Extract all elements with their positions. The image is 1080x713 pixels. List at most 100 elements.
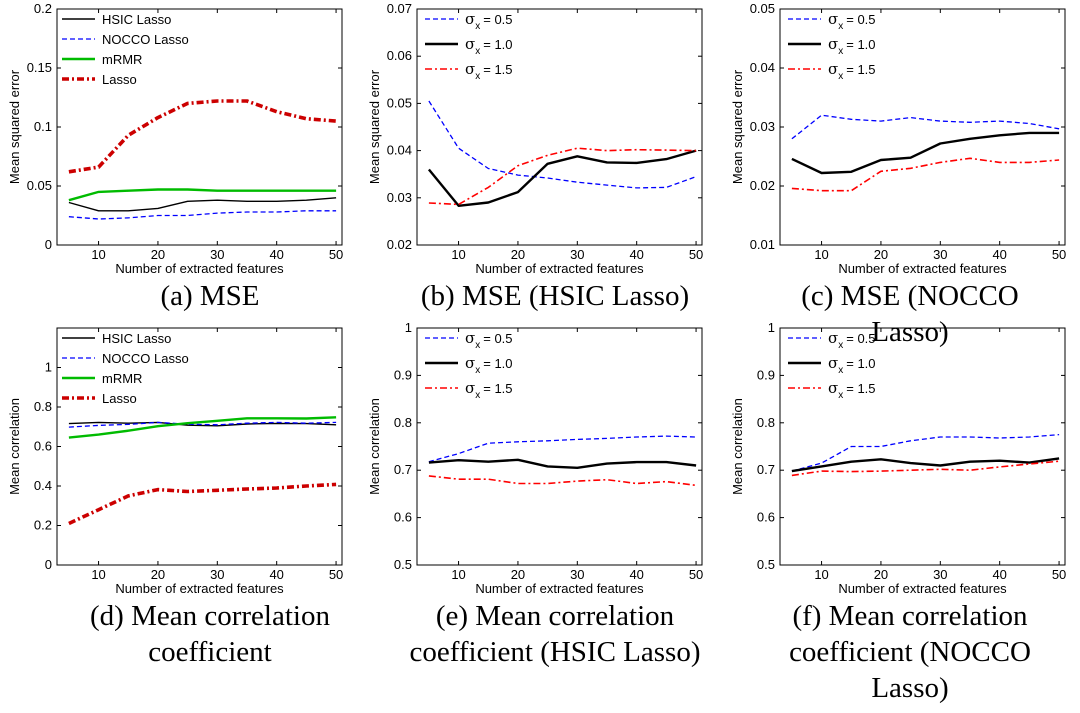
y-tick-label: 0.2 <box>34 518 52 533</box>
series-line-2 <box>68 421 337 428</box>
series-line-2 <box>791 131 1060 175</box>
y-tick-label: 0.07 <box>387 1 412 16</box>
x-tick-label: 50 <box>689 247 703 262</box>
x-axis-label: Number of extracted features <box>115 261 284 276</box>
legend-label: σx = 1.0 <box>828 354 876 376</box>
x-tick-label: 20 <box>874 247 888 262</box>
y-tick-label: 0.6 <box>757 510 775 525</box>
x-tick-label: 50 <box>689 567 703 582</box>
x-axis-label: Number of extracted features <box>115 581 284 596</box>
y-tick-label: 0.04 <box>750 60 775 75</box>
y-tick-label: 0.7 <box>394 462 412 477</box>
caption-f: (f) Mean correlation coefficient (NOCCO … <box>789 600 1031 704</box>
legend: σx = 0.5 σx = 1.0 σx = 1.5 <box>788 329 876 401</box>
legend: σx = 0.5 σx = 1.0 σx = 1.5 <box>425 329 513 401</box>
axes-box <box>779 327 1066 566</box>
legend-label: σx = 1.5 <box>465 60 513 82</box>
legend: HSIC Lasso NOCCO Lasso mRMR Lasso <box>62 331 189 406</box>
series-line-1 <box>428 100 697 189</box>
series-line-3 <box>68 416 337 439</box>
y-tick-label: 0.8 <box>394 415 412 430</box>
legend-label: σx = 1.5 <box>828 379 876 401</box>
series-line-1 <box>68 197 337 212</box>
x-tick-label: 30 <box>210 567 224 582</box>
y-tick-label: 1 <box>768 320 775 335</box>
y-axis-label: Mean squared error <box>367 69 382 184</box>
chart-panel-a: 10 20 30 40 50 0 0.05 0.1 0.15 0.2 Number of extra… <box>7 1 343 276</box>
y-tick-label: 0.06 <box>387 48 412 63</box>
series-line-4 <box>68 99 337 174</box>
legend-label: σx = 1.0 <box>828 35 876 57</box>
y-tick-label: 0 <box>45 237 52 252</box>
y-tick-label: 0.2 <box>34 1 52 16</box>
x-tick-label: 40 <box>269 247 283 262</box>
legend-label: Lasso <box>102 391 137 406</box>
series-line-4 <box>68 482 337 526</box>
y-axis-label: Mean correlation <box>367 398 382 495</box>
x-tick-label: 30 <box>933 247 947 262</box>
y-tick-label: 0.6 <box>394 510 412 525</box>
y-tick-label: 0.6 <box>34 439 52 454</box>
legend: σx = 0.5 σx = 1.0 σx = 1.5 <box>425 10 513 82</box>
series-line-2 <box>791 457 1060 473</box>
x-tick-label: 10 <box>814 247 828 262</box>
x-tick-label: 30 <box>570 567 584 582</box>
legend-label: mRMR <box>102 371 142 386</box>
legend-label: Lasso <box>102 72 137 87</box>
x-tick-label: 50 <box>329 247 343 262</box>
series-line-1 <box>791 114 1060 140</box>
y-tick-label: 1 <box>405 320 412 335</box>
x-tick-label: 50 <box>1052 247 1066 262</box>
x-tick-label: 20 <box>511 567 525 582</box>
series-line-3 <box>791 157 1060 192</box>
legend-label: σx = 1.5 <box>465 379 513 401</box>
y-tick-label: 0.9 <box>757 367 775 382</box>
y-axis-label: Mean squared error <box>730 69 745 184</box>
chart-panel-b: 10 20 30 40 50 0.02 0.03 0.04 0.05 0.06 0.07 Number… <box>367 1 703 276</box>
y-axis-label: Mean squared error <box>7 69 22 184</box>
axes-box <box>416 8 703 246</box>
y-tick-label: 0.5 <box>757 557 775 572</box>
x-axis-label: Number of extracted features <box>838 581 1007 596</box>
legend-label: HSIC Lasso <box>102 331 171 346</box>
series-line-1 <box>791 433 1060 472</box>
caption-a: (a) MSE <box>160 280 260 312</box>
y-tick-label: 0.05 <box>387 95 412 110</box>
x-tick-label: 40 <box>629 567 643 582</box>
x-tick-label: 20 <box>874 567 888 582</box>
legend-label: σx = 1.0 <box>465 35 513 57</box>
series-line-2 <box>68 210 337 220</box>
axes-box <box>779 8 1066 246</box>
y-tick-label: 0.8 <box>34 399 52 414</box>
axes-box <box>56 8 343 246</box>
legend-label: σx = 1.0 <box>465 354 513 376</box>
series-line-3 <box>68 188 337 202</box>
x-tick-label: 10 <box>91 567 105 582</box>
legend-label: σx = 0.5 <box>828 329 876 351</box>
caption-e: (e) Mean correlation coefficient (HSIC L… <box>409 600 701 668</box>
series-line-2 <box>427 149 697 208</box>
x-axis-label: Number of extracted features <box>475 261 644 276</box>
y-tick-label: 0 <box>45 557 52 572</box>
y-tick-label: 0.02 <box>387 237 412 252</box>
x-tick-label: 30 <box>933 567 947 582</box>
y-tick-label: 0.05 <box>27 178 52 193</box>
legend: σx = 0.5 σx = 1.0 σx = 1.5 <box>788 10 876 82</box>
y-tick-label: 0.15 <box>27 60 52 75</box>
y-axis-label: Mean correlation <box>730 398 745 495</box>
y-tick-label: 0.5 <box>394 557 412 572</box>
y-tick-label: 0.01 <box>750 237 775 252</box>
x-tick-label: 10 <box>91 247 105 262</box>
series-line-2 <box>428 458 697 469</box>
legend-label: σx = 0.5 <box>828 10 876 32</box>
y-tick-label: 0.8 <box>757 415 775 430</box>
y-tick-label: 0.7 <box>757 462 775 477</box>
series-line-1 <box>428 435 697 463</box>
y-tick-label: 0.05 <box>750 1 775 16</box>
y-tick-label: 0.1 <box>34 119 52 134</box>
x-tick-label: 50 <box>1052 567 1066 582</box>
axes-box <box>416 327 703 566</box>
caption-b: (b) MSE (HSIC Lasso) <box>420 280 690 312</box>
x-tick-label: 10 <box>451 247 465 262</box>
